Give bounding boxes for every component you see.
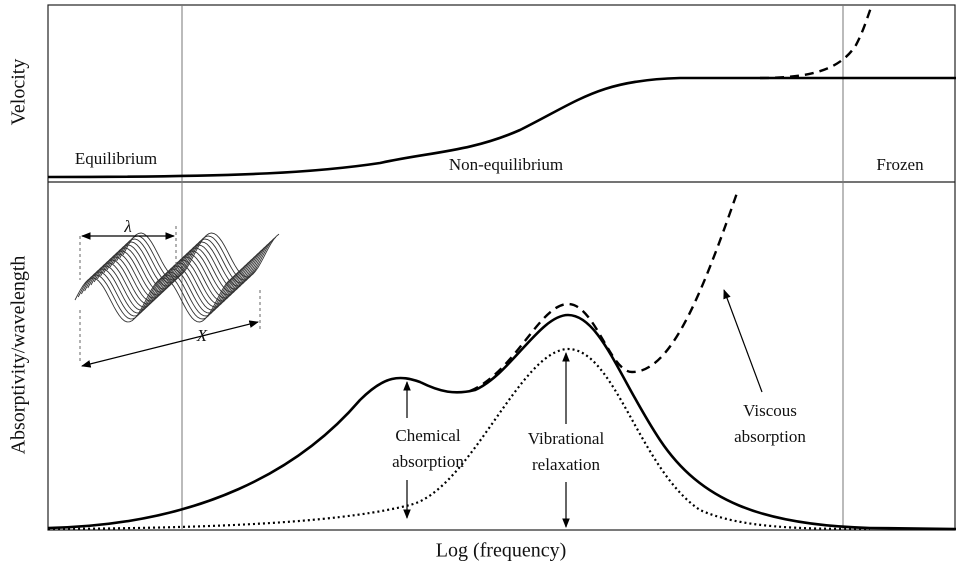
y-axis-label: Velocity — [8, 59, 30, 126]
absorption-curve — [48, 315, 956, 529]
annotation: absorption — [392, 452, 464, 471]
annotation: absorption — [734, 427, 806, 446]
distance-symbol: X — [196, 326, 208, 345]
y-axis-label: Absorptivity/wavelength — [8, 256, 30, 455]
wave-line — [123, 233, 279, 277]
wave-line — [120, 236, 276, 280]
annotation: relaxation — [532, 455, 600, 474]
region-label: Non-equilibrium — [449, 155, 563, 174]
velocity-viscous-curve — [760, 5, 872, 78]
annotation: Viscous — [743, 401, 797, 420]
arrow — [82, 344, 170, 366]
annotation: Chemical — [395, 426, 460, 445]
wave-inset: λ X — [75, 217, 279, 366]
arrow — [724, 290, 762, 392]
x-axis-label: Log (frequency) — [436, 540, 567, 562]
region-label: Frozen — [876, 155, 924, 174]
annotation: Vibrational — [528, 429, 605, 448]
arrow — [170, 322, 258, 344]
region-label: Equilibrium — [75, 149, 157, 168]
diagram: Log (frequency) Velocity Absorptivity/wa… — [0, 0, 956, 570]
wavelength-symbol: λ — [123, 217, 131, 236]
